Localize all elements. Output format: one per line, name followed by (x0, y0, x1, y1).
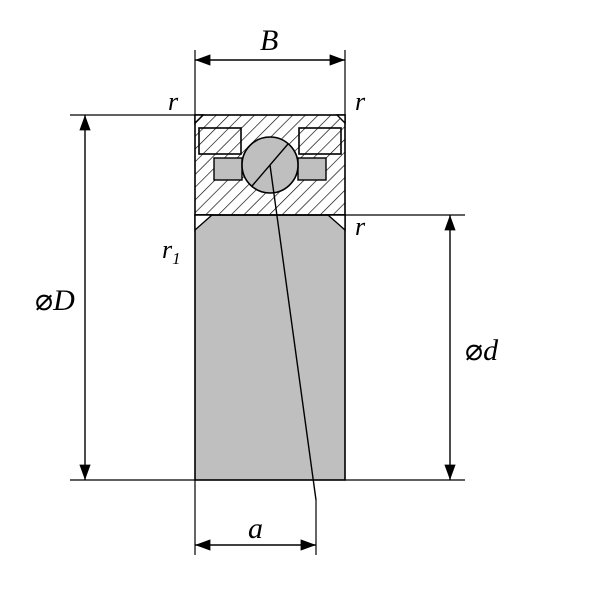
cage-left (214, 158, 242, 180)
label-a: a (248, 512, 263, 545)
label-r1: r1 (162, 235, 181, 268)
label-r-tl: r (168, 87, 179, 116)
label-r-mr: r (355, 212, 366, 241)
label-r-tr: r (355, 87, 366, 116)
inner-ring-left (199, 128, 241, 154)
shaft-block (195, 215, 345, 480)
cage-right (298, 158, 326, 180)
label-d: ⌀d (465, 334, 499, 367)
bearing-diagram: B ⌀D ⌀d a r r r r1 (0, 0, 600, 600)
label-D: ⌀D (35, 284, 75, 317)
inner-ring-right (299, 128, 341, 154)
label-B: B (260, 24, 278, 57)
